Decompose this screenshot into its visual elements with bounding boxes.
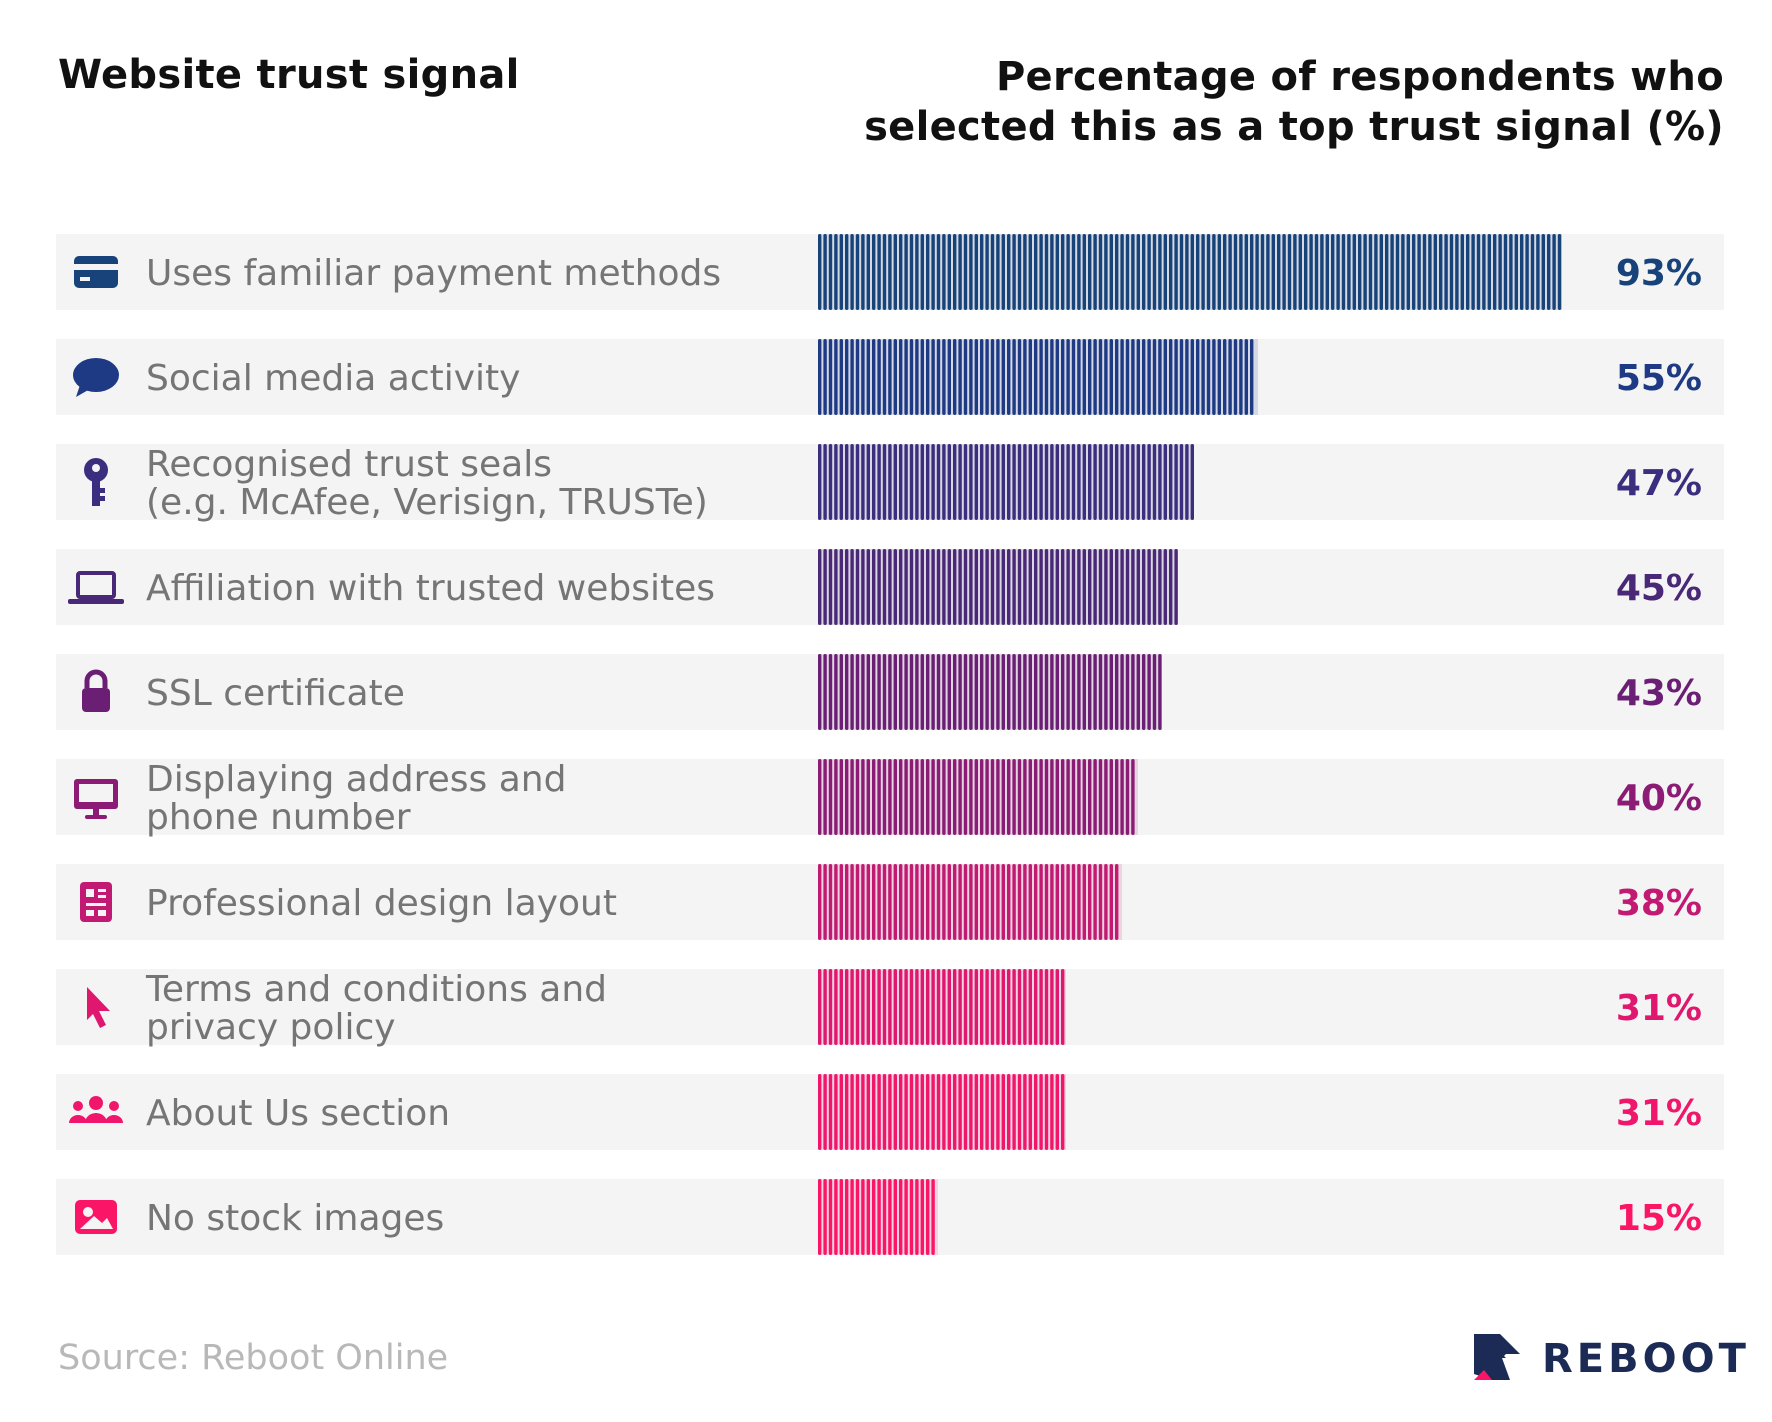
axis-title-right-line1: Percentage of respondents who — [995, 54, 1724, 100]
category-label: Professional design layout — [146, 883, 617, 924]
chart-row: No stock images 15% — [56, 1179, 1724, 1255]
bar — [818, 234, 1562, 310]
value-label: 47% — [1616, 463, 1702, 504]
axis-title-right-line2: selected this as a top trust signal (%) — [864, 104, 1724, 150]
chart-row: SSL certificate 43% — [56, 654, 1724, 730]
chart-row: Social media activity 55% — [56, 339, 1724, 415]
bar — [818, 1074, 1066, 1150]
bar — [818, 1179, 938, 1255]
image-icon — [75, 1200, 117, 1234]
chart-row: Recognised trust seals (e.g. McAfee, Veri… — [56, 444, 1724, 523]
monitor-icon — [74, 779, 118, 819]
chart-row: Uses familiar payment methods 93% — [56, 234, 1724, 310]
chart-row: Terms and conditions and privacy policy 31… — [56, 969, 1724, 1048]
category-label: Uses familiar payment methods — [146, 253, 721, 294]
value-label: 40% — [1616, 778, 1702, 819]
value-label: 31% — [1616, 1093, 1702, 1134]
reboot-logo-icon — [1474, 1334, 1520, 1380]
bar-chart: Uses familiar payment methods 93% Social m… — [56, 234, 1724, 1255]
value-label: 93% — [1616, 253, 1702, 294]
lock-icon — [82, 669, 110, 712]
source-note: Source: Reboot Online — [58, 1338, 449, 1378]
chart-row: Displaying address and phone number 40% — [56, 759, 1724, 838]
bar — [818, 969, 1066, 1045]
layout-icon — [80, 882, 112, 922]
value-label: 45% — [1616, 568, 1702, 609]
category-label: Terms and conditions and privacy policy — [145, 969, 607, 1048]
value-label: 31% — [1616, 988, 1702, 1029]
speech-bubble-icon — [73, 358, 119, 397]
chart-row: Professional design layout 38% — [56, 864, 1724, 940]
bar — [818, 444, 1194, 520]
value-label: 15% — [1616, 1198, 1702, 1239]
credit-card-icon — [74, 256, 118, 288]
chart-row: Affiliation with trusted websites 45% — [56, 549, 1724, 625]
laptop-icon — [68, 571, 124, 604]
axis-title-right: Percentage of respondents who selected t… — [824, 52, 1724, 152]
bar — [818, 654, 1162, 730]
category-label: SSL certificate — [146, 673, 405, 714]
value-label: 55% — [1616, 358, 1702, 399]
category-label: Social media activity — [146, 358, 520, 399]
value-label: 38% — [1616, 883, 1702, 924]
bar — [818, 759, 1138, 835]
category-label: About Us section — [146, 1093, 450, 1134]
users-icon — [69, 1096, 123, 1123]
value-label: 43% — [1616, 673, 1702, 714]
category-label: No stock images — [146, 1198, 444, 1239]
key-icon — [84, 458, 108, 506]
bar — [818, 549, 1178, 625]
axis-title-left: Website trust signal — [58, 52, 520, 98]
bar — [818, 864, 1122, 940]
reboot-logo: REBOOT — [1470, 1330, 1746, 1384]
chart-row: About Us section 31% — [56, 1074, 1724, 1150]
reboot-logo-text: REBOOT — [1542, 1336, 1750, 1382]
category-label: Recognised trust seals (e.g. McAfee, Veri… — [146, 444, 708, 523]
category-label: Affiliation with trusted websites — [146, 568, 715, 609]
pointer-icon — [87, 987, 110, 1028]
bar — [818, 339, 1258, 415]
category-label: Displaying address and phone number — [146, 759, 566, 838]
